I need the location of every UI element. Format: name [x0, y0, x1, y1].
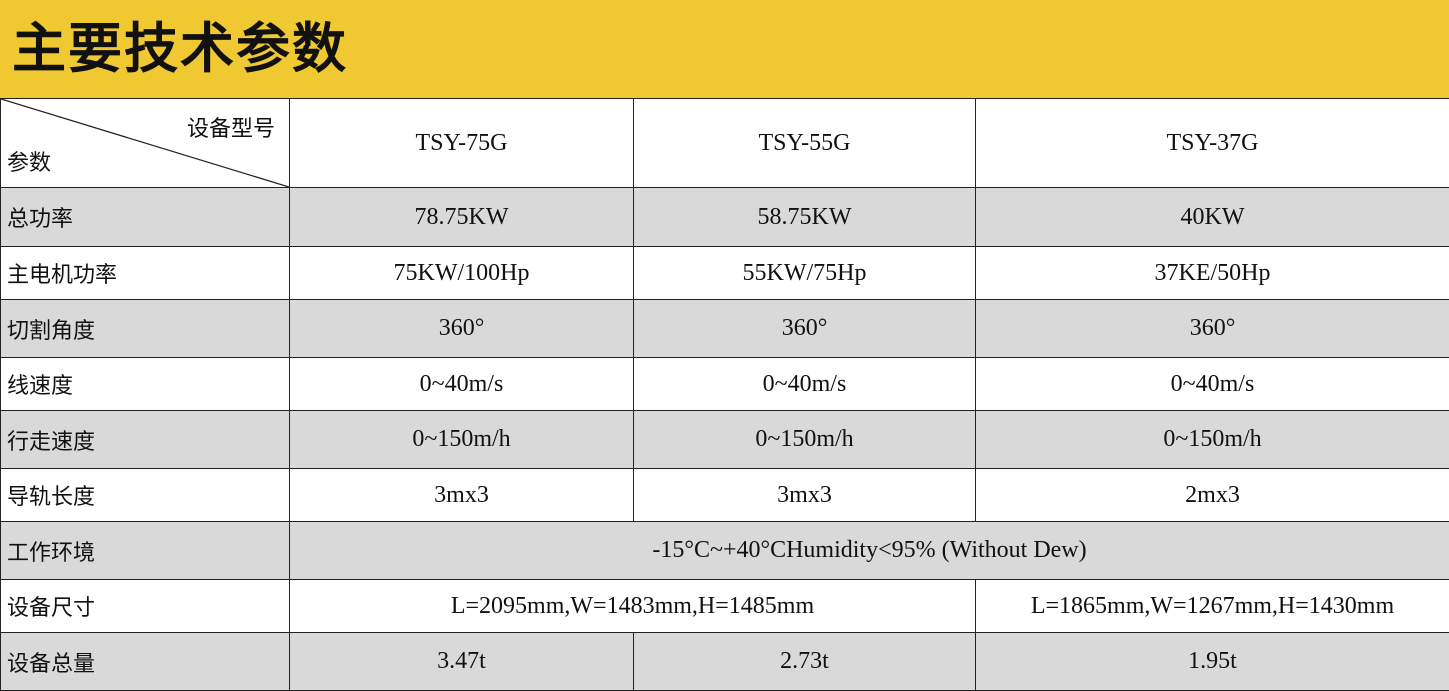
cell: 0~40m/s [289, 357, 634, 411]
table-row: 主电机功率 75KW/100Hp 55KW/75Hp 37KE/50Hp [0, 246, 1449, 300]
cell: 0~40m/s [975, 357, 1449, 411]
cell: L=2095mm,W=1483mm,H=1485mm [289, 579, 976, 633]
cell: 3mx3 [289, 468, 634, 522]
cell: 58.75KW [633, 187, 976, 247]
header-row: 设备型号 参数 TSY-75G TSY-55G TSY-37G [0, 98, 1449, 188]
spec-table: 设备型号 参数 TSY-75G TSY-55G TSY-37G 总功率 78.7… [0, 98, 1449, 691]
table-row: 切割角度 360° 360° 360° [0, 299, 1449, 358]
title-banner: 主要技术参数 [0, 0, 1449, 98]
cell: 2.73t [633, 632, 976, 691]
row-label: 切割角度 [0, 299, 290, 358]
table-row: 设备总量 3.47t 2.73t 1.95t [0, 632, 1449, 691]
cell: 360° [975, 299, 1449, 358]
cell: 0~150m/h [633, 410, 976, 469]
row-label: 线速度 [0, 357, 290, 411]
page-title: 主要技术参数 [12, 17, 348, 80]
cell: -15°C~+40°CHumidity<95% (Without Dew) [289, 521, 1449, 580]
cell: 55KW/75Hp [633, 246, 976, 300]
cell: L=1865mm,W=1267mm,H=1430mm [975, 579, 1449, 633]
row-label: 工作环境 [0, 521, 290, 580]
model-header: 设备型号 [186, 117, 275, 142]
table-row: 设备尺寸 L=2095mm,W=1483mm,H=1485mm L=1865mm… [0, 579, 1449, 633]
cell: 0~150m/h [975, 410, 1449, 469]
model-name: TSY-75G [289, 98, 634, 188]
cell: 37KE/50Hp [975, 246, 1449, 300]
row-label: 导轨长度 [0, 468, 290, 522]
cell: 0~40m/s [633, 357, 976, 411]
table-row: 工作环境 -15°C~+40°CHumidity<95% (Without De… [0, 521, 1449, 580]
param-header: 参数 [7, 151, 52, 176]
cell: 40KW [975, 187, 1449, 247]
row-label: 设备尺寸 [0, 579, 290, 633]
table-row: 总功率 78.75KW 58.75KW 40KW [0, 187, 1449, 247]
cell: 360° [289, 299, 634, 358]
cell: 0~150m/h [289, 410, 634, 469]
cell: 1.95t [975, 632, 1449, 691]
cell: 360° [633, 299, 976, 358]
cell: 78.75KW [289, 187, 634, 247]
corner-cell: 设备型号 参数 [0, 98, 290, 188]
diagonal-divider [1, 99, 289, 187]
row-label: 设备总量 [0, 632, 290, 691]
cell: 3mx3 [633, 468, 976, 522]
row-label: 行走速度 [0, 410, 290, 469]
row-label: 总功率 [0, 187, 290, 247]
table-row: 导轨长度 3mx3 3mx3 2mx3 [0, 468, 1449, 522]
row-label: 主电机功率 [0, 246, 290, 300]
cell: 2mx3 [975, 468, 1449, 522]
cell: 75KW/100Hp [289, 246, 634, 300]
model-name: TSY-37G [975, 98, 1449, 188]
cell: 3.47t [289, 632, 634, 691]
model-name: TSY-55G [633, 98, 976, 188]
table-row: 行走速度 0~150m/h 0~150m/h 0~150m/h [0, 410, 1449, 469]
table-row: 线速度 0~40m/s 0~40m/s 0~40m/s [0, 357, 1449, 411]
